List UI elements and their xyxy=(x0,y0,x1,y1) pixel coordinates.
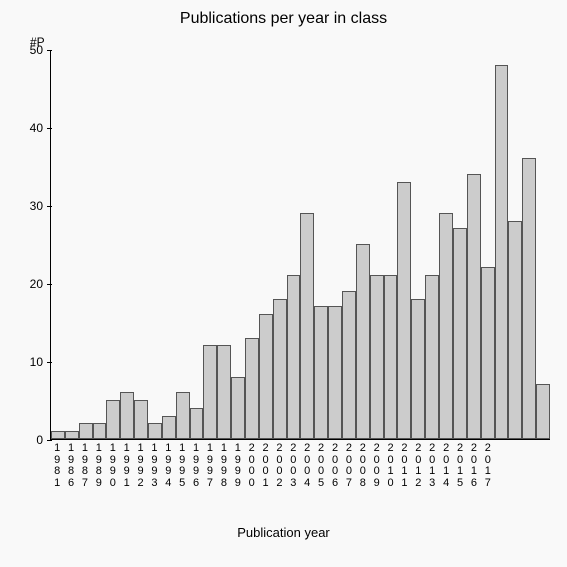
bar xyxy=(51,431,65,439)
y-tick-label: 40 xyxy=(13,121,51,135)
bar xyxy=(65,431,79,439)
bar xyxy=(370,275,384,439)
bar xyxy=(300,213,314,439)
x-tick-label: 1 9 8 9 xyxy=(92,443,106,489)
y-tick-label: 0 xyxy=(13,433,51,447)
x-tick-label: 2 0 0 1 xyxy=(258,443,272,489)
x-tick-label: 2 0 0 6 xyxy=(328,443,342,489)
bar xyxy=(328,306,342,439)
bar xyxy=(411,299,425,439)
bar xyxy=(342,291,356,439)
x-tick-label xyxy=(522,443,536,489)
x-tick-label: 2 0 1 5 xyxy=(453,443,467,489)
bar xyxy=(287,275,301,439)
x-tick-label: 1 9 9 4 xyxy=(161,443,175,489)
x-tick-label: 1 9 8 6 xyxy=(64,443,78,489)
x-tick-label xyxy=(495,443,509,489)
bar xyxy=(190,408,204,439)
x-tick-label: 2 0 1 0 xyxy=(383,443,397,489)
x-tick-label: 1 9 9 3 xyxy=(147,443,161,489)
bar xyxy=(245,338,259,439)
bar xyxy=(203,345,217,439)
x-tick-label: 2 0 0 5 xyxy=(314,443,328,489)
plot-area: 01020304050 xyxy=(50,50,550,440)
x-tick-label: 2 0 0 0 xyxy=(244,443,258,489)
chart-title: Publications per year in class xyxy=(0,10,567,28)
bar xyxy=(425,275,439,439)
bar xyxy=(120,392,134,439)
x-tick-label: 2 0 0 3 xyxy=(286,443,300,489)
x-tick-label: 1 9 9 0 xyxy=(106,443,120,489)
bar xyxy=(217,345,231,439)
x-tick-label: 2 0 0 4 xyxy=(300,443,314,489)
bar xyxy=(259,314,273,439)
x-tick-label: 2 0 0 8 xyxy=(356,443,370,489)
bars-container xyxy=(51,50,550,439)
y-tick-label: 30 xyxy=(13,199,51,213)
bar xyxy=(453,228,467,439)
bar xyxy=(467,174,481,439)
x-tick-label: 1 9 9 1 xyxy=(119,443,133,489)
bar xyxy=(314,306,328,439)
x-tick-label: 1 9 8 7 xyxy=(78,443,92,489)
x-tick-label: 1 9 9 2 xyxy=(133,443,147,489)
x-tick-label xyxy=(508,443,522,489)
bar xyxy=(481,267,495,439)
bar xyxy=(356,244,370,439)
bar xyxy=(148,423,162,439)
bar xyxy=(106,400,120,439)
bar xyxy=(397,182,411,439)
x-tick-labels: 1 9 8 11 9 8 61 9 8 71 9 8 91 9 9 01 9 9… xyxy=(50,443,550,489)
x-tick-label: 2 0 1 7 xyxy=(481,443,495,489)
x-tick-label: 2 0 1 3 xyxy=(425,443,439,489)
y-tick-label: 50 xyxy=(13,43,51,57)
bar xyxy=(79,423,93,439)
bar xyxy=(384,275,398,439)
chart-canvas: Publications per year in class #P 010203… xyxy=(0,0,567,567)
bar xyxy=(273,299,287,439)
x-tick-label: 2 0 0 9 xyxy=(369,443,383,489)
bar xyxy=(536,384,550,439)
x-tick-label: 2 0 1 4 xyxy=(439,443,453,489)
x-tick-label: 2 0 1 2 xyxy=(411,443,425,489)
x-tick-label: 2 0 0 2 xyxy=(272,443,286,489)
x-tick-label: 1 9 9 7 xyxy=(203,443,217,489)
bar xyxy=(176,392,190,439)
bar xyxy=(93,423,107,439)
bar xyxy=(522,158,536,439)
x-tick-label: 2 0 0 7 xyxy=(342,443,356,489)
x-tick-label xyxy=(536,443,550,489)
bar xyxy=(508,221,522,439)
bar xyxy=(162,416,176,439)
bar xyxy=(495,65,509,439)
x-tick-label: 1 9 9 9 xyxy=(231,443,245,489)
x-tick-label: 2 0 1 1 xyxy=(397,443,411,489)
x-tick-label: 1 9 9 6 xyxy=(189,443,203,489)
y-tick-label: 10 xyxy=(13,355,51,369)
bar xyxy=(134,400,148,439)
x-tick-label: 1 9 8 1 xyxy=(50,443,64,489)
x-axis-title: Publication year xyxy=(0,525,567,540)
y-tick-label: 20 xyxy=(13,277,51,291)
x-tick-label: 1 9 9 5 xyxy=(175,443,189,489)
bar xyxy=(231,377,245,439)
bar xyxy=(439,213,453,439)
x-tick-label: 2 0 1 6 xyxy=(467,443,481,489)
x-tick-label: 1 9 9 8 xyxy=(217,443,231,489)
